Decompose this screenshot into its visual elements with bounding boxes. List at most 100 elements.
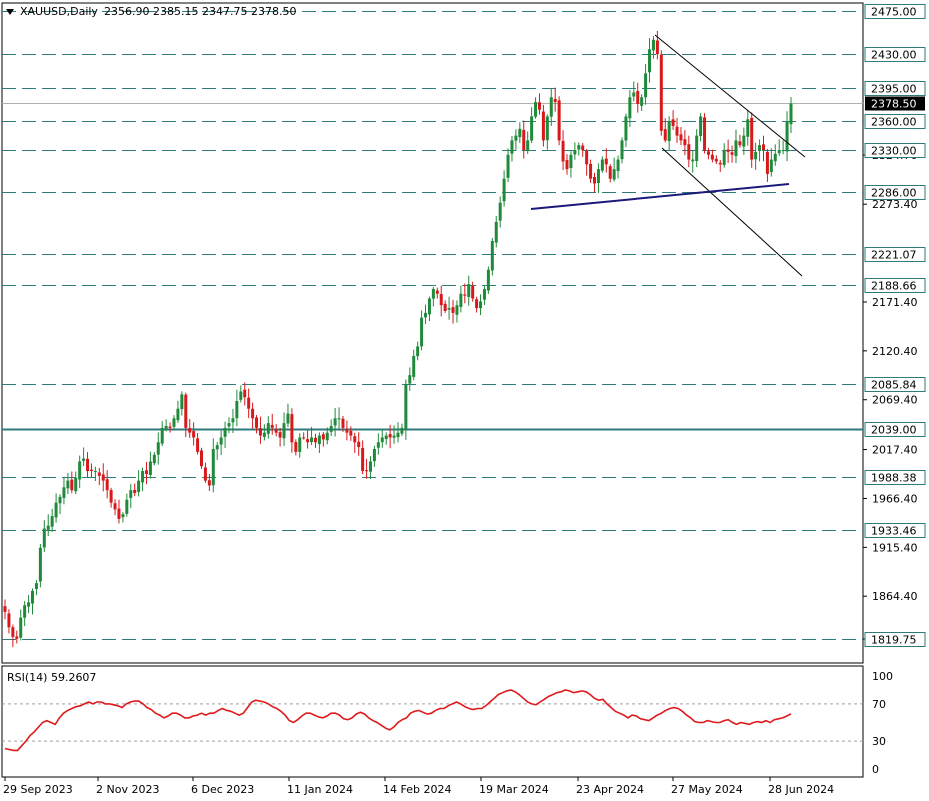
candle[interactable] xyxy=(663,118,667,143)
candle[interactable] xyxy=(227,417,231,434)
candle[interactable] xyxy=(180,391,184,416)
candle[interactable] xyxy=(502,170,506,207)
candle[interactable] xyxy=(251,402,255,429)
candle[interactable] xyxy=(581,142,585,157)
candle[interactable] xyxy=(117,499,121,524)
candle[interactable] xyxy=(164,419,168,432)
candle[interactable] xyxy=(600,156,604,173)
candle[interactable] xyxy=(262,424,266,441)
candle[interactable] xyxy=(408,367,412,391)
candle[interactable] xyxy=(424,304,428,324)
candle[interactable] xyxy=(239,385,243,403)
candle[interactable] xyxy=(184,392,188,438)
candle[interactable] xyxy=(734,129,738,164)
candle[interactable] xyxy=(223,421,227,448)
candle[interactable] xyxy=(31,588,35,615)
candle[interactable] xyxy=(651,36,655,59)
candle[interactable] xyxy=(577,142,581,156)
candle[interactable] xyxy=(612,157,616,182)
candle[interactable] xyxy=(27,595,31,614)
candle[interactable] xyxy=(113,499,117,516)
candle[interactable] xyxy=(357,432,361,456)
candle[interactable] xyxy=(773,144,777,166)
candle[interactable] xyxy=(380,429,384,448)
candle[interactable] xyxy=(388,424,392,449)
candle[interactable] xyxy=(781,140,785,155)
candle[interactable] xyxy=(345,420,349,441)
candle[interactable] xyxy=(420,310,424,351)
candle[interactable] xyxy=(738,134,742,148)
candle[interactable] xyxy=(435,287,439,299)
candle[interactable] xyxy=(361,440,365,475)
candle[interactable] xyxy=(714,155,718,165)
candle[interactable] xyxy=(286,403,290,428)
candle[interactable] xyxy=(620,137,624,164)
candle[interactable] xyxy=(42,520,46,553)
candle[interactable] xyxy=(758,139,762,162)
candle[interactable] xyxy=(168,422,172,433)
candle[interactable] xyxy=(192,422,196,446)
candle[interactable] xyxy=(325,427,329,445)
candle[interactable] xyxy=(58,494,62,515)
candle[interactable] xyxy=(317,432,321,453)
candle[interactable] xyxy=(777,139,781,157)
candle[interactable] xyxy=(604,148,608,173)
candle[interactable] xyxy=(353,432,357,454)
candle[interactable] xyxy=(765,149,769,182)
candle[interactable] xyxy=(785,111,789,162)
candle[interactable] xyxy=(19,609,23,641)
candle[interactable] xyxy=(565,154,569,175)
candle[interactable] xyxy=(754,142,758,170)
candle[interactable] xyxy=(718,159,722,172)
candle[interactable] xyxy=(78,455,82,488)
candle[interactable] xyxy=(443,300,447,313)
candle[interactable] xyxy=(231,408,235,434)
candle[interactable] xyxy=(392,425,396,444)
candle[interactable] xyxy=(372,445,376,467)
candle[interactable] xyxy=(93,466,97,481)
candle[interactable] xyxy=(537,93,541,115)
candle[interactable] xyxy=(97,467,101,486)
candle[interactable] xyxy=(109,487,113,508)
candle[interactable] xyxy=(632,81,636,102)
candle[interactable] xyxy=(687,135,691,168)
candle[interactable] xyxy=(439,285,443,317)
candle[interactable] xyxy=(416,341,420,361)
candle[interactable] xyxy=(302,432,306,440)
candle[interactable] xyxy=(569,151,573,178)
candle[interactable] xyxy=(247,388,251,419)
candle[interactable] xyxy=(667,116,671,151)
candle[interactable] xyxy=(459,285,463,313)
candle[interactable] xyxy=(46,514,50,536)
candle[interactable] xyxy=(172,415,176,431)
candle[interactable] xyxy=(494,215,498,248)
candle[interactable] xyxy=(38,543,42,588)
candle[interactable] xyxy=(486,266,490,294)
candle[interactable] xyxy=(141,467,145,492)
candle[interactable] xyxy=(152,452,156,466)
candle[interactable] xyxy=(211,438,215,493)
candle[interactable] xyxy=(133,483,137,497)
candle[interactable] xyxy=(545,114,549,150)
candle[interactable] xyxy=(294,439,298,456)
candle[interactable] xyxy=(726,139,730,163)
candle[interactable] xyxy=(679,127,683,146)
candle[interactable] xyxy=(105,470,109,499)
candle[interactable] xyxy=(789,97,793,133)
candle[interactable] xyxy=(683,130,687,156)
candle[interactable] xyxy=(144,462,148,485)
candle[interactable] xyxy=(608,164,612,183)
candle[interactable] xyxy=(722,143,726,168)
dropdown-triangle-icon[interactable] xyxy=(6,9,14,15)
candle[interactable] xyxy=(196,433,200,455)
candle[interactable] xyxy=(636,82,640,113)
candle[interactable] xyxy=(447,296,451,320)
candle[interactable] xyxy=(648,38,652,83)
candle[interactable] xyxy=(396,422,400,443)
candle[interactable] xyxy=(628,89,632,127)
candle[interactable] xyxy=(313,433,317,448)
candle[interactable] xyxy=(101,463,105,492)
candle[interactable] xyxy=(699,113,703,142)
candle[interactable] xyxy=(50,508,54,532)
candle[interactable] xyxy=(706,147,710,160)
